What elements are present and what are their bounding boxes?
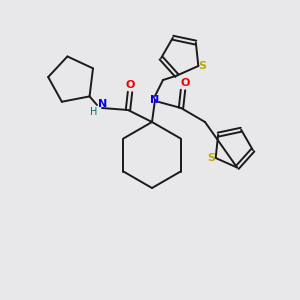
Text: N: N xyxy=(98,99,108,109)
Text: S: S xyxy=(208,153,216,163)
Text: S: S xyxy=(198,61,206,71)
Text: H: H xyxy=(90,107,98,117)
Text: N: N xyxy=(150,95,160,105)
Text: O: O xyxy=(125,80,135,90)
Text: O: O xyxy=(180,78,190,88)
